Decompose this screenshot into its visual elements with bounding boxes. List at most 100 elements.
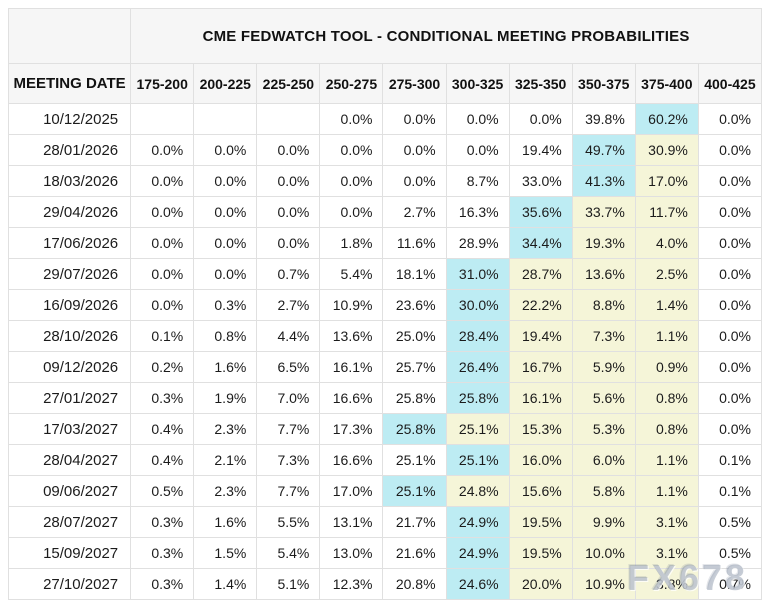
probability-cell: 25.1% — [445, 444, 510, 476]
probability-cell: 1.6% — [193, 506, 258, 538]
probability-cell: 0.0% — [193, 196, 258, 228]
probability-cell: 0.5% — [130, 475, 195, 507]
probability-cell: 5.3% — [571, 413, 636, 445]
probability-cell: 0.7% — [256, 258, 321, 290]
probability-cell: 5.4% — [319, 258, 384, 290]
probability-cell: 0.8% — [634, 413, 699, 445]
probability-cell — [193, 103, 258, 135]
probability-cell: 16.0% — [508, 444, 573, 476]
probability-cell: 0.0% — [319, 134, 384, 166]
probability-cell: 13.6% — [319, 320, 384, 352]
probability-cell: 7.3% — [256, 444, 321, 476]
probability-cell: 12.3% — [319, 568, 384, 600]
probability-cell: 5.9% — [571, 351, 636, 383]
probability-cell: 16.6% — [319, 382, 384, 414]
probability-cell: 3.8% — [634, 568, 699, 600]
probability-cell: 0.0% — [193, 227, 258, 259]
probability-cell: 0.5% — [697, 537, 763, 569]
probability-cell: 0.0% — [697, 289, 763, 321]
meeting-date: 09/06/2027 — [7, 475, 132, 507]
probability-cell: 0.0% — [256, 165, 321, 197]
probability-cell: 17.0% — [634, 165, 699, 197]
probability-cell: 1.1% — [634, 320, 699, 352]
probability-cell: 0.1% — [697, 475, 763, 507]
table-head: CME FEDWATCH TOOL - CONDITIONAL MEETING … — [7, 8, 763, 104]
probability-cell: 17.3% — [319, 413, 384, 445]
probability-cell: 15.3% — [508, 413, 573, 445]
probability-cell: 0.0% — [319, 196, 384, 228]
probability-cell: 22.2% — [508, 289, 573, 321]
table-row: 29/04/2026 0.0% 0.0% 0.0% 0.0% 2.7% 16.3% 35.6%… — [7, 196, 763, 228]
probability-cell: 0.0% — [697, 320, 763, 352]
probability-cell: 0.0% — [256, 196, 321, 228]
table-body: 10/12/2025 0.0% 0.0% 0.0% 0.0% 39.8% 60.2% 0.0%… — [7, 103, 763, 600]
probability-cell: 0.0% — [256, 134, 321, 166]
probability-cell: 2.5% — [634, 258, 699, 290]
probability-cell: 13.0% — [319, 537, 384, 569]
meeting-date: 17/06/2026 — [7, 227, 132, 259]
probability-cell: 0.8% — [634, 382, 699, 414]
probability-cell: 16.6% — [319, 444, 384, 476]
probability-cell: 25.8% — [445, 382, 510, 414]
rate-bin-header: 225-250 — [256, 63, 321, 104]
probability-cell: 1.5% — [193, 537, 258, 569]
probability-cell: 33.7% — [571, 196, 636, 228]
probability-cell: 31.0% — [445, 258, 510, 290]
table-row: 28/04/2027 0.4% 2.1% 7.3% 16.6% 25.1% 25.1% 16.… — [7, 444, 763, 476]
probability-cell: 24.9% — [445, 537, 510, 569]
probability-cell: 0.9% — [634, 351, 699, 383]
probability-cell: 15.6% — [508, 475, 573, 507]
probability-cell: 33.0% — [508, 165, 573, 197]
probability-cell: 11.6% — [382, 227, 447, 259]
probability-cell: 0.0% — [130, 227, 195, 259]
probability-cell: 4.4% — [256, 320, 321, 352]
table-row: 28/01/2026 0.0% 0.0% 0.0% 0.0% 0.0% 0.0% 19.4% 4… — [7, 134, 763, 166]
rate-bin-header: 275-300 — [382, 63, 447, 104]
rate-bin-header: 175-200 — [130, 63, 195, 104]
probability-cell: 2.3% — [193, 475, 258, 507]
rate-bin-header: 200-225 — [193, 63, 258, 104]
rate-bin-header: 300-325 — [445, 63, 510, 104]
probability-cell: 0.0% — [130, 196, 195, 228]
probability-cell: 25.7% — [382, 351, 447, 383]
probability-cell: 3.1% — [634, 506, 699, 538]
probability-cell: 19.5% — [508, 537, 573, 569]
probability-cell: 0.0% — [697, 165, 763, 197]
probability-cell: 18.1% — [382, 258, 447, 290]
probability-cell: 0.0% — [697, 382, 763, 414]
meeting-date: 16/09/2026 — [7, 289, 132, 321]
title-row: CME FEDWATCH TOOL - CONDITIONAL MEETING … — [7, 8, 762, 64]
meeting-date-header: MEETING DATE — [7, 63, 132, 104]
probability-cell: 0.0% — [697, 196, 763, 228]
probability-cell: 1.4% — [634, 289, 699, 321]
probability-cell: 16.3% — [445, 196, 510, 228]
probability-cell: 0.0% — [508, 103, 573, 135]
table-row: 16/09/2026 0.0% 0.3% 2.7% 10.9% 23.6% 30.0% 22.… — [7, 289, 763, 321]
probability-cell: 34.4% — [508, 227, 573, 259]
probability-cell: 3.1% — [634, 537, 699, 569]
probability-cell: 2.1% — [193, 444, 258, 476]
meeting-date: 18/03/2026 — [7, 165, 132, 197]
probability-cell: 28.4% — [445, 320, 510, 352]
probability-cell: 6.0% — [571, 444, 636, 476]
probability-cell: 41.3% — [571, 165, 636, 197]
probability-cell: 8.8% — [571, 289, 636, 321]
probability-cell: 0.0% — [319, 103, 384, 135]
probability-cell: 39.8% — [571, 103, 636, 135]
probability-cell: 2.7% — [256, 289, 321, 321]
probability-cell: 0.0% — [256, 227, 321, 259]
probability-cell: 16.1% — [319, 351, 384, 383]
probability-cell: 21.6% — [382, 537, 447, 569]
probability-cell: 0.3% — [130, 506, 195, 538]
probability-cell: 21.7% — [382, 506, 447, 538]
table-row: 09/12/2026 0.2% 1.6% 6.5% 16.1% 25.7% 26.4% 16.… — [7, 351, 763, 383]
probability-cell: 5.6% — [571, 382, 636, 414]
probability-cell: 0.0% — [382, 165, 447, 197]
probability-cell: 28.7% — [508, 258, 573, 290]
probability-cell: 7.0% — [256, 382, 321, 414]
probability-cell: 0.0% — [130, 165, 195, 197]
probability-cell: 0.2% — [130, 351, 195, 383]
probability-cell: 0.3% — [130, 382, 195, 414]
probability-cell: 5.4% — [256, 537, 321, 569]
probability-cell: 0.3% — [130, 568, 195, 600]
